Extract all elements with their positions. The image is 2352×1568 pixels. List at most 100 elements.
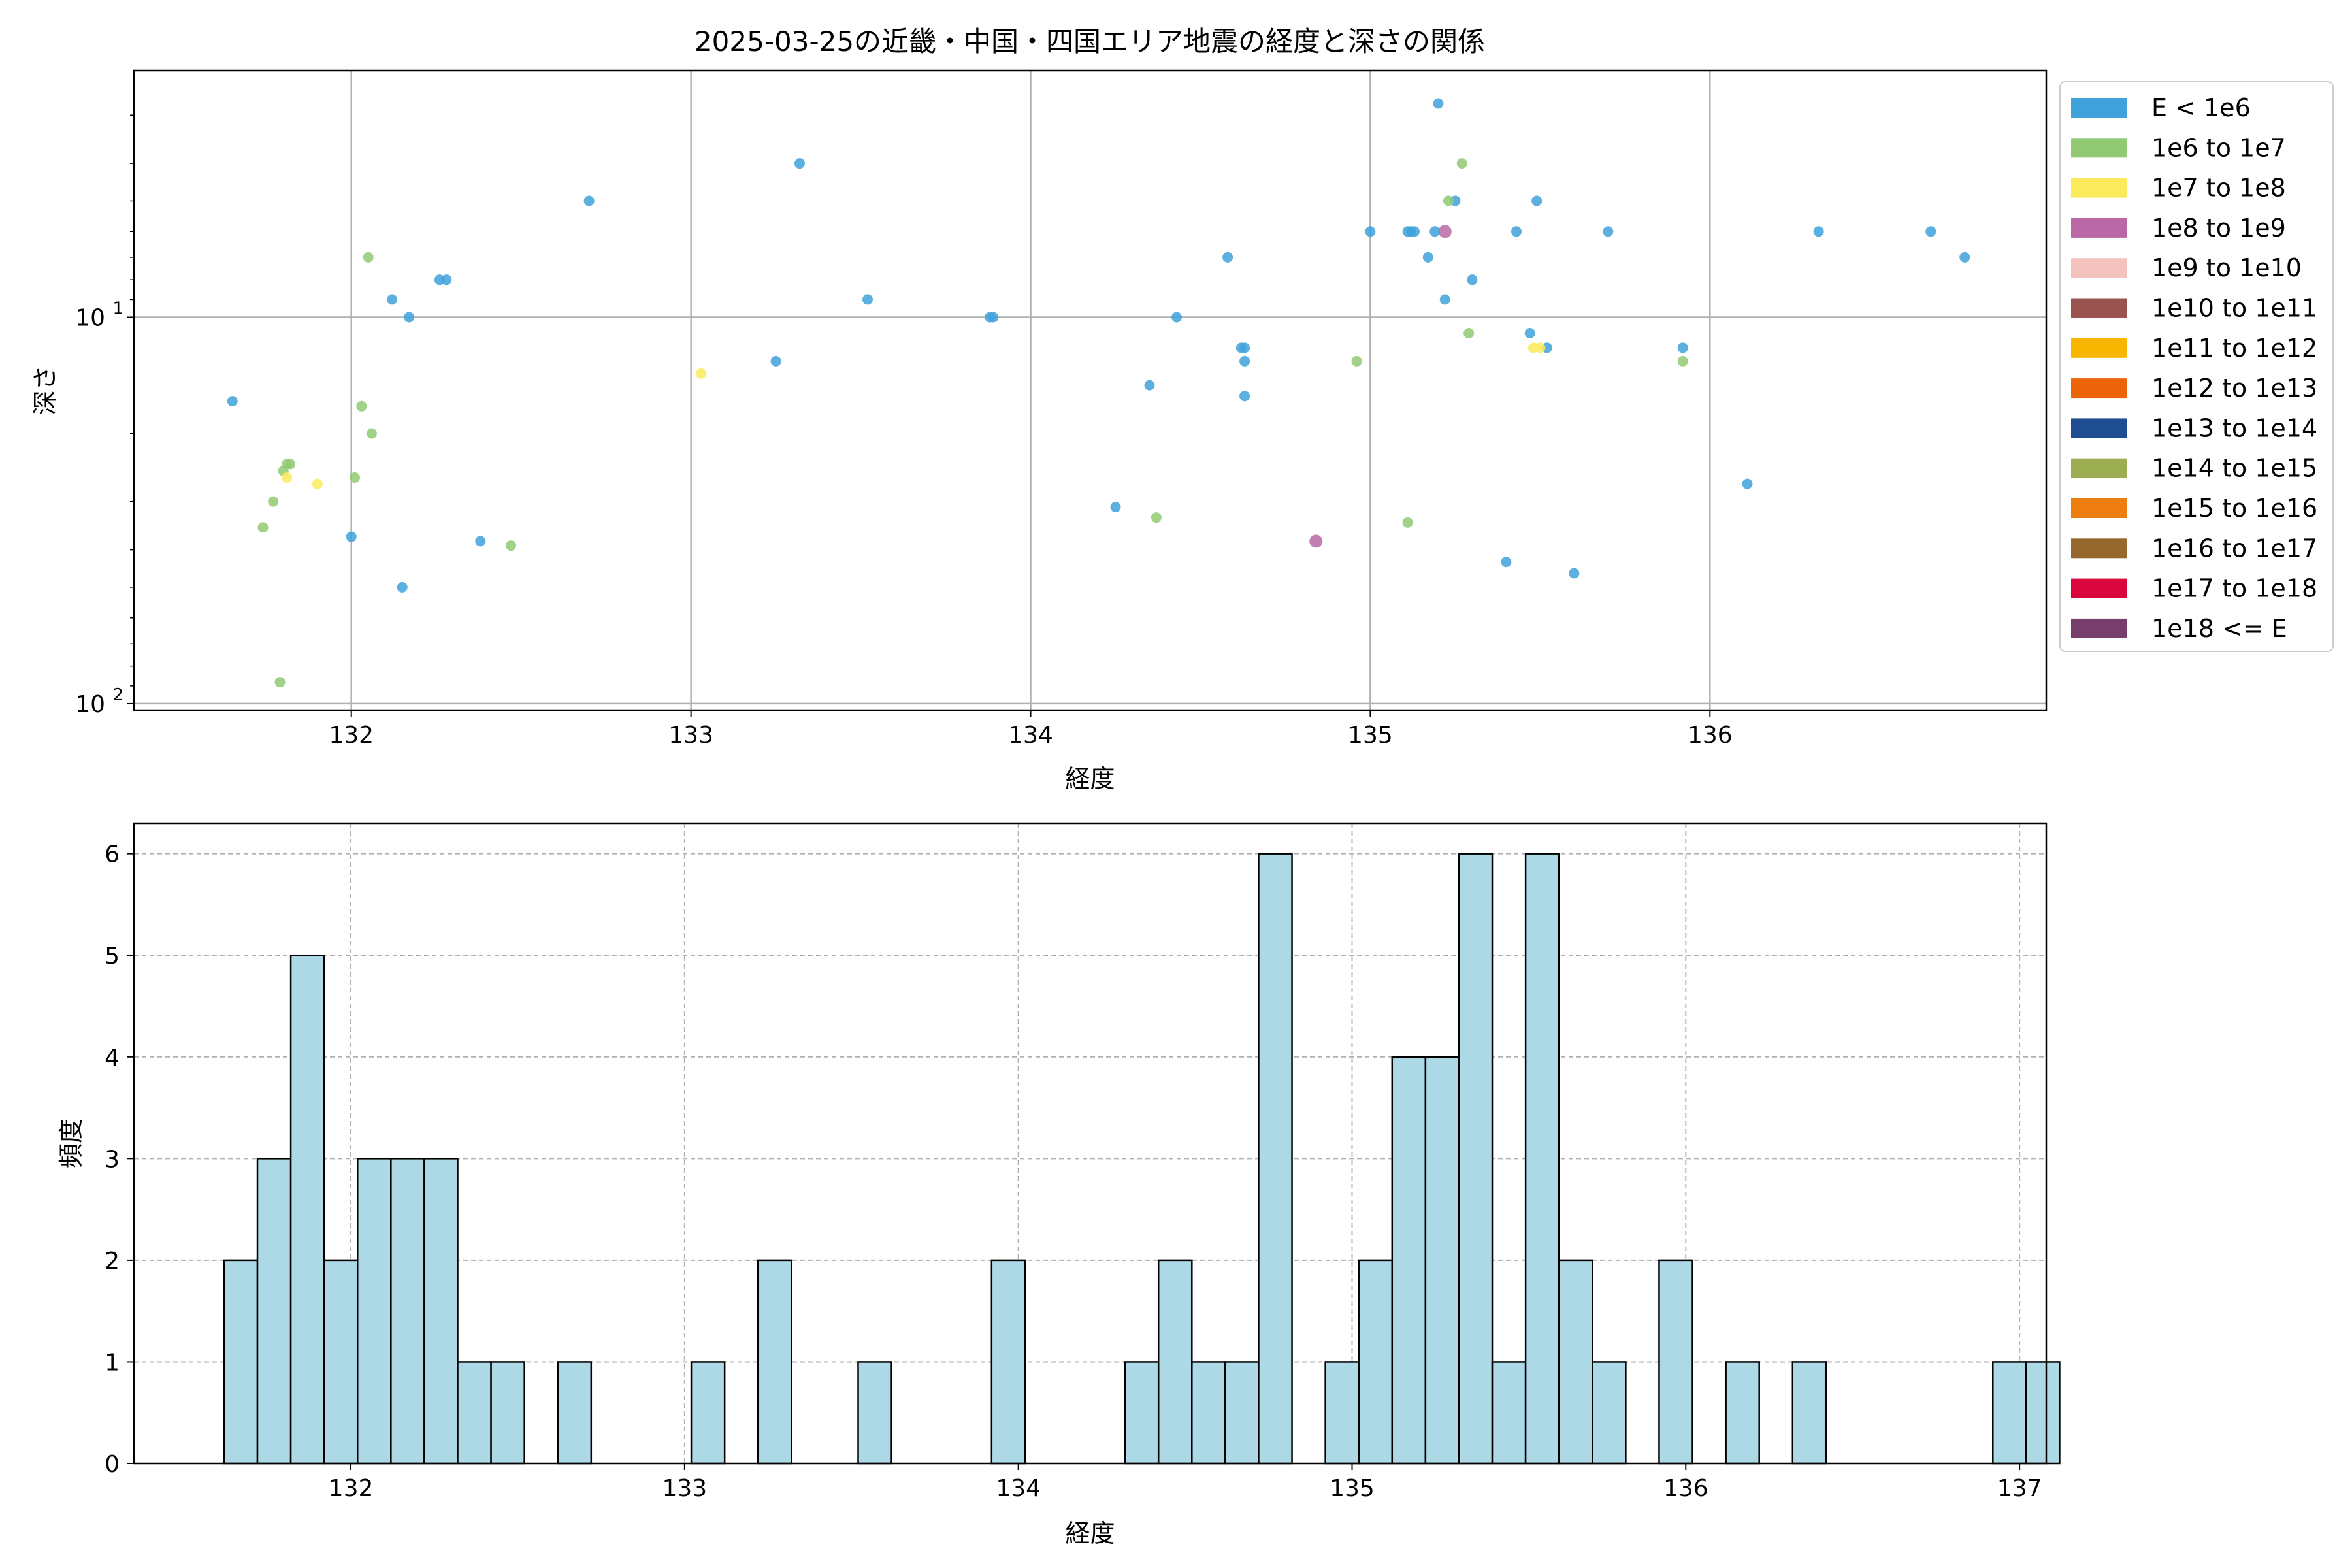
histogram-bar [1191, 1361, 1226, 1465]
scatter-point [770, 355, 781, 367]
scatter-point [363, 252, 374, 263]
scatter-point [988, 312, 999, 323]
scatter-point [1959, 252, 1970, 263]
scatter-point [1409, 226, 1420, 237]
histogram-bar [490, 1361, 525, 1465]
histogram-x-tick-label: 137 [1997, 1475, 2042, 1502]
histogram-bar [1558, 1259, 1593, 1465]
scatter-point [1239, 355, 1250, 367]
histogram-bar [1725, 1361, 1760, 1465]
histogram-bar [1157, 1259, 1193, 1465]
scatter-y-tick-exponent: 2 [112, 685, 123, 705]
histogram-bar [1458, 853, 1494, 1465]
histogram-x-axis-label: 経度 [1065, 1519, 1115, 1548]
legend-swatch [2071, 578, 2127, 598]
legend-label: 1e11 to 1e12 [2151, 334, 2317, 363]
scatter-point [1531, 195, 1543, 206]
legend-swatch [2071, 618, 2127, 638]
legend-label: 1e16 to 1e17 [2151, 534, 2317, 563]
scatter-point [794, 158, 805, 169]
legend: E < 1e6 1e6 to 1e7 1e7 to 1e8 1e8 to 1e9 1e9… [2059, 81, 2334, 652]
scatter-x-axis-label: 経度 [1065, 764, 1115, 793]
histogram-axes: 132 133 134 135 136 137 0 1 2 3 4 5 6 経度 頻度 [57, 822, 2061, 1548]
histogram-bar [1224, 1361, 1260, 1465]
histogram-bar [1592, 1361, 1627, 1465]
histogram-y-tick-label: 3 [105, 1146, 120, 1173]
histogram-bar [356, 1158, 392, 1465]
scatter-point [227, 396, 238, 407]
histogram-bar [690, 1361, 726, 1465]
legend-swatch [2071, 218, 2127, 238]
scatter-point [1422, 252, 1433, 263]
scatter-axes-frame [133, 69, 2048, 711]
scatter-point [1603, 226, 1614, 237]
histogram-bar [1391, 1056, 1427, 1465]
scatter-point [1239, 342, 1250, 353]
legend-swatch [2071, 298, 2127, 318]
scatter-point [583, 195, 595, 206]
scatter-point [862, 294, 873, 305]
scatter-x-tick-label: 135 [1348, 722, 1393, 749]
scatter-point [1501, 557, 1512, 568]
histogram-bar [1491, 1361, 1527, 1465]
scatter-point [1433, 98, 1444, 109]
scatter-point [1438, 225, 1452, 238]
scatter-x-tick-label: 136 [1688, 722, 1733, 749]
legend-swatch [2071, 378, 2127, 399]
scatter-point [1151, 512, 1162, 523]
legend-swatch [2071, 178, 2127, 198]
scatter-y-axis-label: 深さ [31, 365, 59, 415]
histogram-bar [289, 954, 325, 1465]
scatter-point [1463, 327, 1475, 338]
scatter-point [1351, 355, 1362, 367]
legend-label: E < 1e6 [2151, 93, 2251, 122]
scatter-point [1171, 312, 1183, 323]
legend-label: 1e8 to 1e9 [2151, 214, 2286, 242]
scatter-point [312, 478, 323, 489]
legend-label: 1e17 to 1e18 [2151, 574, 2317, 603]
histogram-bar [2025, 1361, 2061, 1465]
legend-label: 1e9 to 1e10 [2151, 253, 2302, 282]
legend-label: 1e18 <= E [2151, 614, 2287, 643]
histogram-x-tick-label: 133 [662, 1475, 707, 1502]
histogram-x-tick-label: 135 [1330, 1475, 1375, 1502]
histogram-y-tick-label: 1 [105, 1349, 120, 1376]
legend-swatch [2071, 258, 2127, 278]
histogram-bar [990, 1259, 1026, 1465]
scatter-point [1467, 274, 1478, 286]
scatter-point [1110, 502, 1121, 513]
legend-swatch [2071, 538, 2127, 559]
histogram-bar [457, 1361, 492, 1465]
scatter-point [1925, 226, 1936, 237]
histogram-bar [256, 1158, 292, 1465]
scatter-point [1144, 380, 1155, 391]
scatter-point [696, 368, 707, 379]
legend-label: 1e14 to 1e15 [2151, 454, 2317, 483]
histogram-bar [1324, 1361, 1360, 1465]
legend-swatch [2071, 338, 2127, 358]
scatter-point [366, 428, 377, 439]
scatter-point [387, 294, 398, 305]
histogram-y-tick-label: 0 [105, 1451, 120, 1478]
histogram-bar [390, 1158, 425, 1465]
histogram-axes-frame [133, 822, 2048, 1465]
scatter-point [349, 472, 360, 483]
histogram-y-tick-label: 5 [105, 943, 120, 970]
histogram-bar [423, 1158, 459, 1465]
histogram-bar [757, 1259, 792, 1465]
histogram-bar [1992, 1361, 2027, 1465]
scatter-point [257, 522, 269, 533]
histogram-bar [1124, 1361, 1160, 1465]
scatter-point [1439, 294, 1450, 305]
scatter-point [356, 400, 367, 412]
scatter-point [1456, 158, 1467, 169]
legend-swatch [2071, 418, 2127, 438]
legend-label: 1e15 to 1e16 [2151, 494, 2317, 523]
legend-label: 1e7 to 1e8 [2151, 174, 2286, 203]
scatter-point [346, 531, 357, 542]
histogram-bar [1358, 1259, 1394, 1465]
legend-swatch [2071, 498, 2127, 518]
scatter-point [285, 459, 296, 470]
histogram-bar [1658, 1259, 1693, 1465]
